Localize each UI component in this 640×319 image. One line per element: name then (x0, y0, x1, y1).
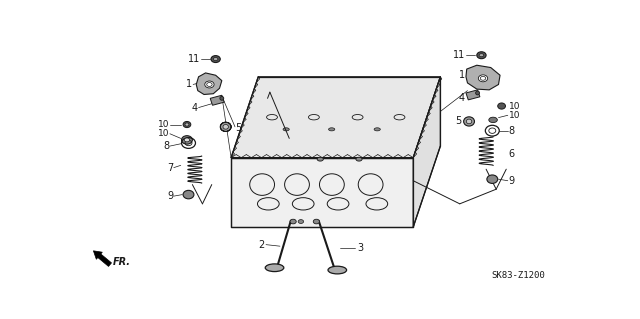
Ellipse shape (477, 52, 486, 59)
Text: 8: 8 (509, 126, 515, 136)
Ellipse shape (205, 81, 214, 88)
Text: 1: 1 (186, 79, 193, 90)
Ellipse shape (298, 219, 303, 224)
Ellipse shape (184, 138, 189, 142)
Ellipse shape (478, 75, 488, 82)
Ellipse shape (211, 56, 220, 63)
Ellipse shape (317, 157, 323, 161)
Text: 7: 7 (167, 163, 173, 173)
Polygon shape (231, 77, 440, 158)
Text: 1: 1 (459, 70, 465, 80)
Text: FR.: FR. (113, 257, 131, 267)
Text: 3: 3 (358, 243, 364, 253)
Text: 10: 10 (157, 129, 169, 138)
Ellipse shape (498, 103, 506, 109)
Text: 10: 10 (509, 111, 520, 120)
Text: 9: 9 (167, 191, 173, 201)
Ellipse shape (489, 117, 497, 122)
Polygon shape (98, 254, 111, 266)
Polygon shape (93, 251, 102, 259)
Ellipse shape (479, 54, 484, 57)
Polygon shape (210, 95, 224, 105)
Text: 4: 4 (459, 93, 465, 103)
Text: 10: 10 (509, 101, 520, 111)
Polygon shape (231, 158, 413, 227)
Text: 6: 6 (509, 149, 515, 159)
Text: 11: 11 (188, 54, 200, 64)
Ellipse shape (182, 136, 193, 144)
Ellipse shape (328, 266, 347, 274)
Ellipse shape (467, 119, 472, 124)
Text: 5: 5 (235, 123, 241, 133)
Polygon shape (466, 65, 500, 90)
Ellipse shape (223, 124, 228, 129)
Ellipse shape (283, 128, 289, 131)
Text: 10: 10 (157, 120, 169, 129)
Ellipse shape (220, 96, 224, 100)
Text: SK83-Z1200: SK83-Z1200 (492, 271, 545, 280)
Ellipse shape (463, 117, 474, 126)
Ellipse shape (265, 264, 284, 271)
Ellipse shape (374, 128, 380, 131)
Text: 9: 9 (509, 176, 515, 186)
Polygon shape (413, 77, 440, 227)
Ellipse shape (213, 57, 218, 61)
Ellipse shape (487, 175, 498, 183)
Ellipse shape (183, 122, 191, 128)
Polygon shape (466, 90, 480, 100)
Ellipse shape (356, 157, 362, 161)
Text: 2: 2 (258, 240, 264, 250)
Text: 5: 5 (455, 116, 461, 126)
Ellipse shape (476, 91, 479, 95)
Text: 4: 4 (191, 103, 198, 113)
Polygon shape (196, 73, 222, 94)
Text: 8: 8 (163, 141, 169, 151)
Ellipse shape (220, 122, 231, 131)
Ellipse shape (290, 219, 296, 224)
Ellipse shape (185, 123, 189, 126)
Ellipse shape (328, 128, 335, 131)
Ellipse shape (313, 219, 319, 224)
Ellipse shape (183, 190, 194, 199)
Text: 11: 11 (453, 50, 465, 60)
